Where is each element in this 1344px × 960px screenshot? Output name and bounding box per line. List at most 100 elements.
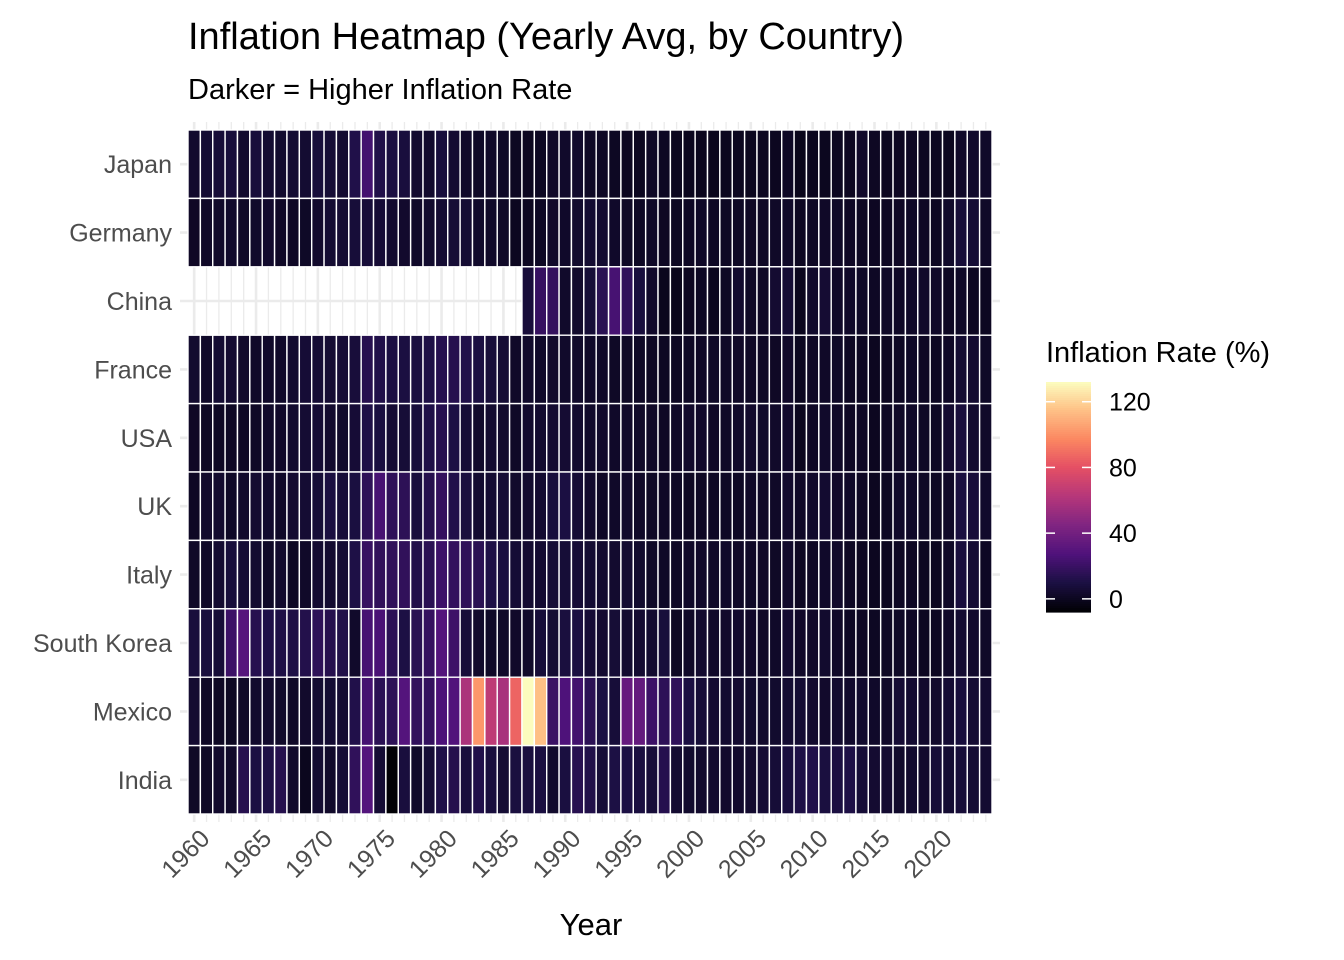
heatmap-cell bbox=[620, 539, 634, 610]
heatmap-cell bbox=[212, 471, 226, 542]
legend-color-step bbox=[1046, 416, 1091, 419]
heatmap-cell bbox=[273, 471, 288, 542]
heatmap-cell bbox=[929, 608, 944, 678]
heatmap-cell bbox=[867, 608, 882, 678]
heatmap-cell bbox=[793, 676, 808, 747]
heatmap-cell bbox=[298, 608, 313, 678]
heatmap-cell bbox=[496, 744, 511, 815]
heatmap-cell bbox=[929, 129, 944, 200]
heatmap-cell bbox=[484, 471, 498, 542]
x-tick-label: 2005 bbox=[713, 824, 772, 883]
heatmap-cell bbox=[348, 471, 362, 542]
heatmap-cell bbox=[892, 539, 907, 610]
heatmap-cell bbox=[224, 129, 239, 200]
heatmap-cell bbox=[224, 744, 239, 815]
heatmap-cell bbox=[409, 197, 424, 268]
heatmap-cell bbox=[397, 334, 412, 405]
legend-color-step bbox=[1046, 480, 1091, 483]
heatmap-cell bbox=[682, 334, 696, 405]
heatmap-cell bbox=[941, 676, 956, 747]
heatmap-cell bbox=[286, 539, 301, 610]
heatmap-cell bbox=[842, 129, 857, 200]
heatmap-cell bbox=[212, 129, 226, 200]
heatmap-cell bbox=[335, 539, 350, 610]
heatmap-cell bbox=[644, 471, 659, 542]
heatmap-cell bbox=[669, 402, 684, 473]
heatmap-cell bbox=[793, 334, 808, 405]
heatmap-cell bbox=[756, 539, 771, 610]
heatmap-cell bbox=[743, 197, 758, 268]
legend-color-step bbox=[1046, 490, 1091, 493]
heatmap-cell bbox=[533, 676, 548, 747]
heatmap-cell bbox=[879, 197, 894, 268]
heatmap-cell bbox=[632, 676, 647, 747]
heatmap-cell bbox=[694, 539, 709, 610]
heatmap-cell bbox=[818, 676, 832, 747]
heatmap-cell bbox=[521, 334, 536, 405]
heatmap-cell bbox=[583, 197, 597, 268]
legend-color-step bbox=[1046, 406, 1091, 409]
heatmap-cell bbox=[496, 334, 511, 405]
x-tick-label: 1985 bbox=[466, 824, 525, 883]
heatmap-cell bbox=[879, 334, 894, 405]
heatmap-cell bbox=[434, 608, 449, 678]
heatmap-cell bbox=[632, 266, 647, 336]
heatmap-cell bbox=[682, 608, 696, 678]
heatmap-cell bbox=[310, 197, 325, 268]
heatmap-cell bbox=[706, 539, 721, 610]
heatmap-cell bbox=[978, 471, 993, 542]
heatmap-cell bbox=[595, 676, 610, 747]
heatmap-cell bbox=[694, 676, 709, 747]
heatmap-cell bbox=[731, 334, 746, 405]
legend-color-step bbox=[1046, 596, 1091, 599]
heatmap-cell bbox=[867, 471, 882, 542]
heatmap-cell bbox=[348, 129, 362, 200]
legend-color-step bbox=[1046, 572, 1091, 575]
heatmap-cell bbox=[335, 197, 350, 268]
heatmap-cell bbox=[892, 266, 907, 336]
heatmap-cell bbox=[212, 539, 226, 610]
legend-color-step bbox=[1046, 510, 1091, 513]
heatmap-cell bbox=[706, 266, 721, 336]
heatmap-cell bbox=[224, 402, 239, 473]
heatmap-cell bbox=[929, 744, 944, 815]
heatmap-cell bbox=[682, 197, 696, 268]
heatmap-cell bbox=[842, 197, 857, 268]
legend-color-step bbox=[1046, 448, 1091, 451]
heatmap-cell bbox=[644, 334, 659, 405]
heatmap-cell bbox=[644, 539, 659, 610]
heatmap-cell bbox=[372, 129, 387, 200]
legend-color-step bbox=[1046, 594, 1091, 597]
heatmap-cell bbox=[595, 539, 610, 610]
heatmap-cell bbox=[385, 197, 399, 268]
heatmap-cell bbox=[644, 608, 659, 678]
heatmap-cell bbox=[917, 266, 931, 336]
heatmap-cell bbox=[756, 471, 771, 542]
heatmap-cell bbox=[273, 744, 288, 815]
heatmap-cell bbox=[397, 471, 412, 542]
heatmap-cell bbox=[743, 402, 758, 473]
heatmap-cell bbox=[199, 197, 214, 268]
heatmap-cell bbox=[867, 744, 882, 815]
heatmap-cell bbox=[249, 197, 263, 268]
x-tick-label: 1960 bbox=[156, 824, 215, 883]
heatmap-cell bbox=[818, 334, 832, 405]
legend-color-step bbox=[1046, 566, 1091, 569]
heatmap-cell bbox=[805, 197, 820, 268]
heatmap-cell bbox=[335, 129, 350, 200]
x-axis-tick-labels: 1960 1965 1970 1975 1980 1985 1990 1995 2000 2005… bbox=[156, 824, 957, 883]
heatmap-cell bbox=[261, 744, 276, 815]
heatmap-cell bbox=[892, 402, 907, 473]
legend-color-step bbox=[1046, 454, 1091, 457]
heatmap-cell bbox=[583, 266, 597, 336]
heatmap-cell bbox=[595, 744, 610, 815]
heatmap-cell bbox=[323, 334, 338, 405]
heatmap-cell bbox=[954, 608, 968, 678]
legend-color-step bbox=[1046, 394, 1091, 397]
legend-color-step bbox=[1046, 492, 1091, 495]
legend-color-step bbox=[1046, 478, 1091, 481]
heatmap-cell bbox=[496, 197, 511, 268]
heatmap-cell bbox=[793, 608, 808, 678]
heatmap-cell bbox=[966, 608, 981, 678]
